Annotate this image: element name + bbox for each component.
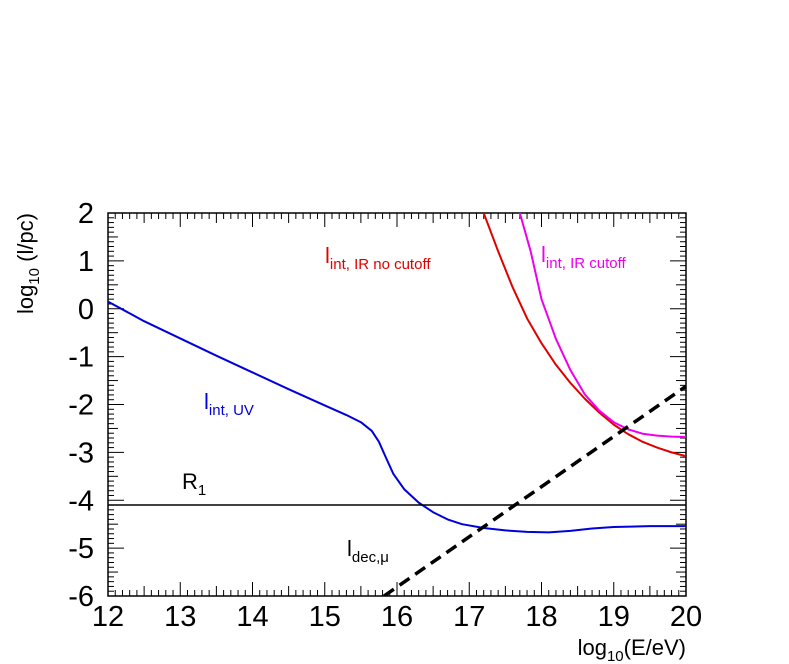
x-tick-label: 18 [525, 601, 557, 633]
y-axis-title: log10 (l/pc) [13, 213, 43, 314]
series-labels: lint, UV lint, IR no cutoff lint, IR cutof… [182, 242, 626, 566]
series-line-ir-no-cutoff [482, 213, 686, 458]
x-tick-label: 17 [453, 601, 485, 633]
x-tick-label: 12 [92, 601, 124, 633]
axis-ticks [107, 212, 687, 597]
series-label-dec-mu: ldec,μ [347, 536, 389, 566]
series-label-ir-no-cutoff: lint, IR no cutoff [325, 243, 431, 273]
y-axis-title-main: log [13, 285, 38, 314]
y-tick-label: -6 [68, 581, 94, 613]
series-label-r1: R1 [182, 469, 206, 499]
series-line-dec-mu [383, 384, 686, 596]
y-tick-label: -1 [68, 342, 94, 374]
series-lines [108, 213, 686, 596]
y-tick-label: 1 [78, 246, 94, 278]
x-tick-label: 16 [381, 601, 413, 633]
y-tick-label: 0 [78, 294, 94, 326]
x-axis-title-rest: (E/eV) [624, 635, 686, 660]
series-line-uv [108, 300, 686, 534]
y-tick-label: -4 [68, 485, 94, 517]
x-axis-title-sub: 10 [607, 648, 624, 664]
y-axis-title-rest: (l/pc) [13, 213, 38, 268]
series-label-uv: lint, UV [204, 389, 254, 419]
y-tick-label: -5 [68, 533, 94, 565]
x-tick-label: 15 [309, 601, 341, 633]
y-tick-label: -2 [68, 390, 94, 422]
x-tick-label: 20 [670, 601, 702, 633]
x-tick-label: 14 [236, 601, 268, 633]
series-line-ir-cutoff [518, 213, 686, 439]
series-label-ir-cutoff: lint, IR cutoff [541, 242, 626, 272]
y-axis-title-sub: 10 [26, 268, 43, 285]
y-tick-label: 2 [78, 198, 94, 230]
y-tick-label: -3 [68, 437, 94, 469]
x-tick-label: 13 [164, 601, 196, 633]
x-axis-title: log10(E/eV) [578, 635, 686, 664]
x-tick-label: 19 [598, 601, 630, 633]
x-axis-title-main: log [578, 635, 607, 660]
